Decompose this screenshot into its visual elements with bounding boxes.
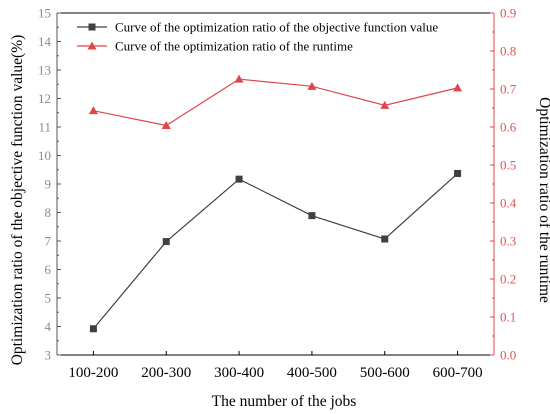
square-marker xyxy=(89,325,97,333)
series-lines xyxy=(92,78,458,330)
triangle-marker xyxy=(307,81,317,90)
left-tick-label: 4 xyxy=(45,319,52,334)
square-marker xyxy=(381,235,389,243)
triangle-marker xyxy=(380,100,390,109)
left-tick-label: 5 xyxy=(45,291,52,306)
left-tick-label: 11 xyxy=(38,120,51,135)
square-marker xyxy=(308,212,316,220)
right-tick-label: 0.2 xyxy=(500,272,516,287)
right-tick-label: 0.6 xyxy=(500,120,517,135)
x-tick-label: 100-200 xyxy=(68,365,118,381)
left-axis-ticks: 3 4 5 6 7 8 9 10 11 12 13 14 15 xyxy=(38,6,61,363)
legend-marker-2 xyxy=(87,41,97,50)
triangle-marker xyxy=(88,106,98,115)
series-line-1 xyxy=(92,173,458,330)
x-tick-label: 400-500 xyxy=(287,365,337,381)
left-tick-label: 13 xyxy=(38,63,51,78)
right-tick-label: 0.5 xyxy=(500,158,516,173)
x-tick-label: 600-700 xyxy=(433,365,483,381)
legend-label-1: Curve of the optimization ratio of the o… xyxy=(115,20,438,35)
left-tick-label: 3 xyxy=(45,348,52,363)
square-marker xyxy=(235,175,243,183)
triangle-marker xyxy=(234,74,244,83)
x-axis-ticks: 100-200 200-300 300-400 400-500 500-600 600-7… xyxy=(68,351,483,381)
triangle-marker xyxy=(453,83,463,92)
left-axis-title: Optimization ratio of the objective func… xyxy=(9,35,26,366)
left-tick-label: 6 xyxy=(45,262,52,277)
right-tick-label: 0.0 xyxy=(500,348,516,363)
x-tick-label: 500-600 xyxy=(360,365,410,381)
right-tick-label: 0.3 xyxy=(500,234,516,249)
x-tick-label: 200-300 xyxy=(141,365,191,381)
legend-label-2: Curve of the optimization ratio of the r… xyxy=(115,39,353,54)
triangle-marker xyxy=(161,120,171,129)
left-tick-label: 14 xyxy=(38,34,52,49)
right-tick-label: 0.7 xyxy=(500,82,517,97)
left-tick-label: 10 xyxy=(38,148,51,163)
legend: Curve of the optimization ratio of the o… xyxy=(77,20,438,54)
right-axis-title: Optimization ratio of the runtime xyxy=(536,97,550,303)
legend-marker-1 xyxy=(88,23,96,31)
series-markers xyxy=(88,74,463,333)
left-tick-label: 15 xyxy=(38,6,51,21)
left-tick-label: 7 xyxy=(45,234,52,249)
right-axis-ticks: 0.0 0.1 0.2 0.3 0.4 0.5 0.6 0.7 0.8 0.9 xyxy=(490,6,517,363)
right-tick-label: 0.4 xyxy=(500,196,517,211)
x-axis-title: The number of the jobs xyxy=(212,393,357,410)
right-tick-label: 0.8 xyxy=(500,44,516,59)
square-marker xyxy=(162,238,170,246)
x-tick-label: 300-400 xyxy=(214,365,264,381)
left-tick-label: 8 xyxy=(45,205,52,220)
right-tick-label: 0.9 xyxy=(500,6,516,21)
left-tick-label: 12 xyxy=(38,91,51,106)
plot-frame xyxy=(56,12,495,356)
square-marker xyxy=(454,169,462,177)
series-line-2 xyxy=(93,78,458,127)
right-tick-label: 0.1 xyxy=(500,310,516,325)
left-tick-label: 9 xyxy=(45,177,52,192)
